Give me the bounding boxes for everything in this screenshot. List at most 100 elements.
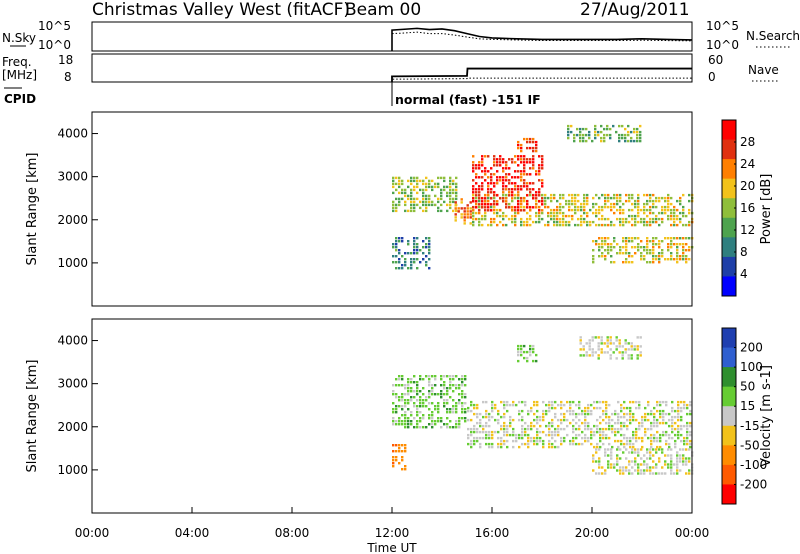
power-cell-6: [676, 237, 679, 240]
velocity-cell-5: [615, 339, 618, 342]
velocity-cell-0: [395, 393, 398, 396]
velocity-cell-1: [614, 427, 617, 431]
velocity-colorbar-tick-label: -200: [740, 477, 767, 491]
velocity-cell-1: [608, 403, 611, 407]
velocity-cell-1: [647, 427, 650, 431]
velocity-cell-1: [659, 439, 662, 443]
power-cell-7: [579, 127, 582, 131]
power-cell-4: [490, 179, 493, 182]
power-cell-2: [460, 216, 463, 219]
velocity-cell-1: [605, 400, 608, 404]
velocity-cell-4: [640, 448, 643, 451]
power-cell-6: [664, 237, 667, 240]
nave-label: Nave: [748, 63, 779, 77]
velocity-cell-1: [587, 421, 590, 425]
velocity-cell-0: [392, 390, 395, 393]
power-cell-6: [658, 240, 661, 243]
velocity-cell-1: [602, 418, 605, 422]
velocity-cell-1: [659, 445, 662, 449]
velocity-cell-1: [599, 406, 602, 410]
velocity-cell-4: [625, 466, 628, 469]
velocity-cell-1: [629, 400, 632, 404]
velocity-cell-2: [398, 462, 401, 465]
velocity-cell-1: [542, 412, 545, 416]
power-cell-3: [652, 193, 655, 197]
velocity-cell-1: [587, 439, 590, 443]
velocity-cell-1: [629, 409, 632, 413]
velocity-cell-1: [605, 409, 608, 413]
power-cell-6: [604, 240, 607, 243]
power-cell-7: [627, 133, 630, 137]
velocity-cell-4: [643, 472, 646, 475]
velocity-cell-0: [437, 402, 440, 405]
power-cell-4: [514, 206, 517, 209]
power-cell-4: [532, 167, 535, 170]
velocity-cell-1: [479, 445, 482, 449]
velocity-cell-0: [446, 411, 449, 414]
power-cell-6: [685, 249, 688, 252]
velocity-cell-4: [649, 469, 652, 472]
power-cell-0: [413, 179, 416, 183]
velocity-cell-1: [569, 406, 572, 410]
velocity-cell-0: [395, 408, 398, 411]
power-cell-4: [541, 209, 544, 212]
power-cell-3: [652, 220, 655, 224]
velocity-cell-1: [656, 421, 659, 425]
velocity-cell-1: [584, 418, 587, 422]
velocity-cell-1: [644, 412, 647, 416]
power-cell-0: [446, 203, 449, 207]
velocity-cell-1: [683, 403, 686, 407]
power-cell-3: [574, 196, 577, 200]
velocity-cell-1: [596, 442, 599, 446]
power-cell-3: [553, 223, 556, 227]
velocity-cell-1: [494, 406, 497, 410]
power-cell-7: [627, 124, 630, 128]
velocity-cell-1: [470, 442, 473, 446]
velocity-cell-0: [452, 375, 455, 378]
velocity-cell-0: [416, 414, 419, 417]
velocity-cell-1: [554, 406, 557, 410]
power-cell-0: [416, 197, 419, 201]
power-cell-7: [591, 139, 594, 143]
velocity-cell-3: [529, 350, 532, 354]
power-cell-7: [618, 139, 621, 143]
velocity-cell-0: [449, 408, 452, 411]
power-cell-7: [606, 127, 609, 131]
power-cell-3: [601, 208, 604, 212]
velocity-cell-5: [624, 342, 627, 345]
power-cell-3: [514, 196, 517, 200]
velocity-colorbar-tick-label: -15: [740, 419, 760, 433]
velocity-cell-1: [563, 415, 566, 419]
velocity-cell-4: [664, 463, 667, 466]
velocity-cell-4: [598, 448, 601, 451]
power-cell-3: [544, 196, 547, 200]
velocity-cell-2: [398, 450, 401, 453]
power-cell-3: [670, 202, 673, 206]
velocity-cell-4: [595, 460, 598, 463]
velocity-cell-1: [662, 415, 665, 419]
velocity-cell-1: [671, 409, 674, 413]
power-cell-4: [484, 155, 487, 158]
power-colorbar-step: [722, 217, 736, 238]
velocity-cell-1: [572, 427, 575, 431]
velocity-cell-0: [443, 399, 446, 402]
power-cell-3: [643, 208, 646, 212]
power-cell-3: [649, 217, 652, 221]
velocity-ytick-label: 2000: [57, 420, 88, 434]
velocity-cell-1: [617, 445, 620, 449]
velocity-cell-1: [593, 406, 596, 410]
power-cell-0: [404, 188, 407, 192]
velocity-cell-5: [597, 342, 600, 345]
power-cell-0: [395, 203, 398, 207]
velocity-cell-1: [629, 445, 632, 449]
velocity-cell-3: [526, 356, 529, 360]
power-ytick-label: 3000: [57, 170, 88, 184]
power-cell-4: [505, 188, 508, 191]
power-cell-3: [508, 217, 511, 221]
velocity-cell-0: [452, 378, 455, 381]
power-cell-1: [428, 258, 431, 261]
power-cell-3: [574, 208, 577, 212]
power-cell-3: [490, 217, 493, 221]
velocity-cell-1: [512, 418, 515, 422]
velocity-cell-1: [524, 433, 527, 437]
